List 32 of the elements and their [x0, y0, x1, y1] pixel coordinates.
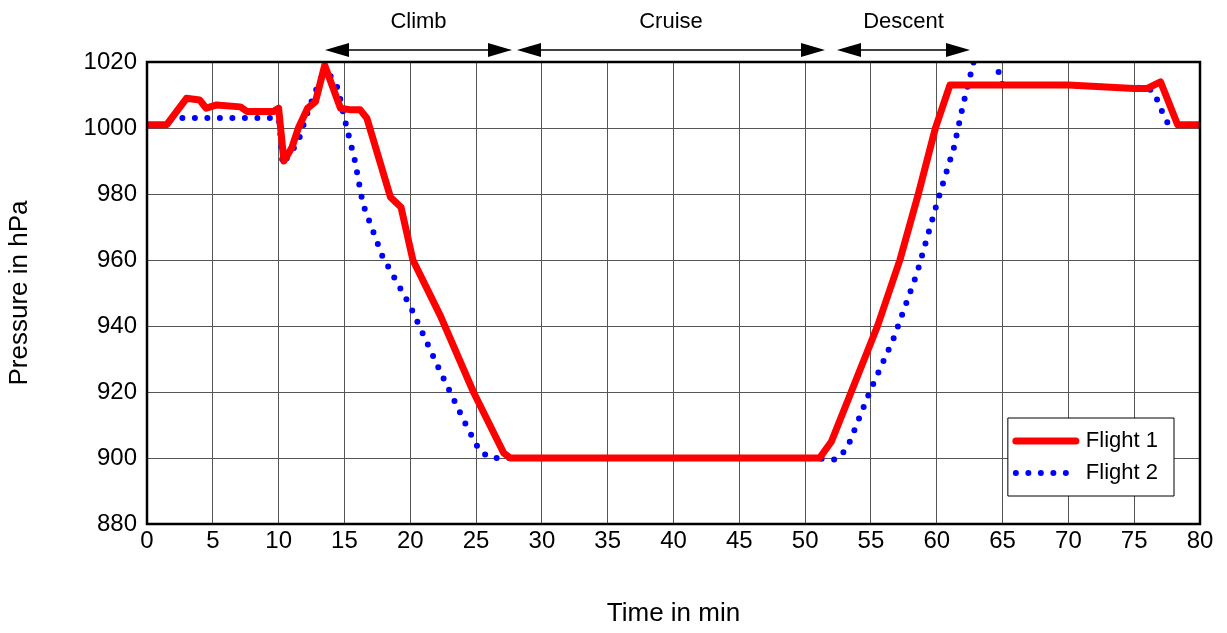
x-tick-label: 20 — [396, 526, 424, 554]
y-tick-label: 1000 — [83, 112, 137, 140]
x-tick-label: 55 — [857, 526, 885, 554]
x-tick-label: 30 — [528, 526, 556, 554]
x-tick-label: 70 — [1055, 526, 1082, 554]
text: Climb — [389, 8, 448, 34]
x-axis-title: Time in min — [606, 596, 741, 627]
y-tick-label: 960 — [96, 244, 137, 272]
text: Cruise — [638, 8, 704, 34]
x-tick-label: 25 — [462, 526, 490, 554]
x-tick-label: 15 — [331, 526, 358, 554]
x-tick-label: 75 — [1120, 526, 1148, 554]
y-tick-label: 1020 — [83, 46, 137, 74]
x-tick-label: 80 — [1186, 526, 1214, 554]
y-tick-label: 900 — [96, 442, 137, 470]
x-tick-label: 0 — [140, 526, 154, 554]
text: Descent — [862, 8, 945, 34]
x-tick-label: 60 — [923, 526, 951, 554]
y-axis-title: Pressure in hPa — [2, 199, 33, 386]
y-tick-label: 880 — [96, 508, 137, 536]
x-tick-label: 50 — [791, 526, 819, 554]
x-tick-label: 35 — [594, 526, 622, 554]
y-tick-label: 940 — [96, 310, 137, 338]
legend-label: Flight 2 — [1085, 459, 1159, 485]
x-tick-label: 5 — [206, 526, 220, 554]
y-tick-label: 980 — [96, 178, 137, 206]
legend-label: Flight 1 — [1085, 427, 1159, 453]
x-tick-label: 10 — [265, 526, 292, 554]
x-tick-label: 65 — [989, 526, 1016, 554]
y-tick-label: 920 — [96, 376, 137, 404]
x-tick-label: 45 — [725, 526, 753, 554]
x-tick-label: 40 — [660, 526, 687, 554]
